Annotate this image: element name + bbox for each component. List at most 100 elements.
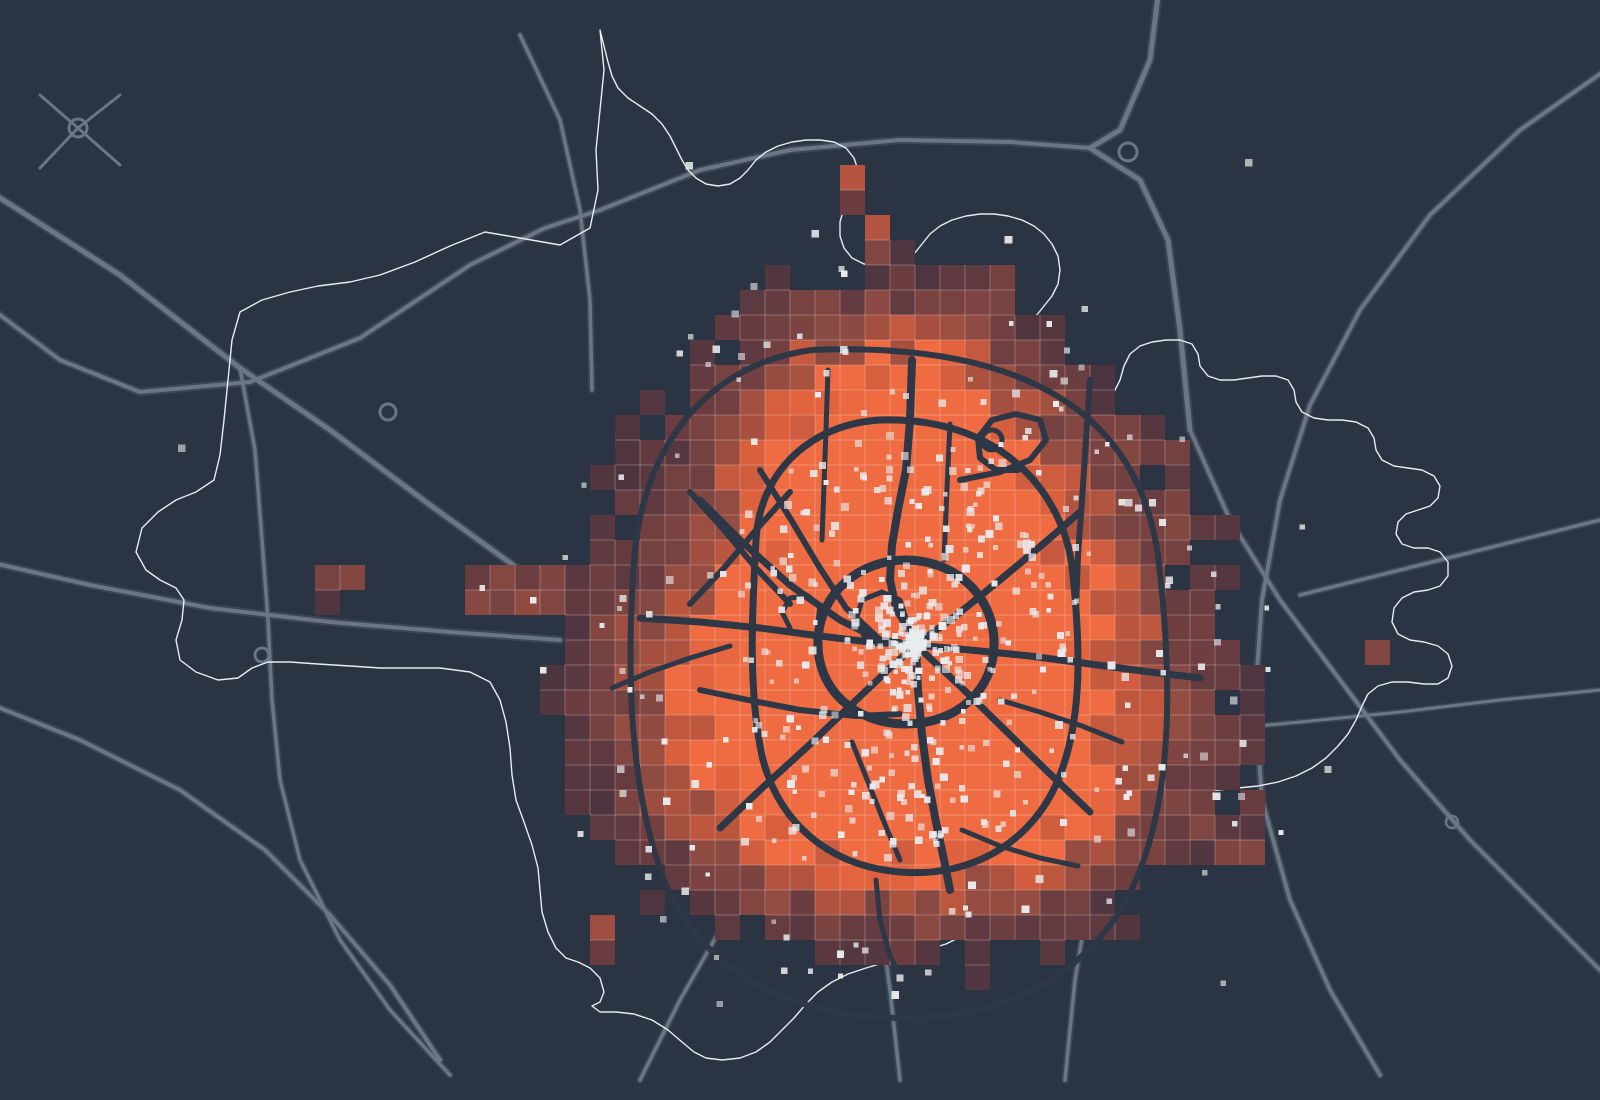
heatmap-cell[interactable] xyxy=(765,365,790,390)
heatmap-cell[interactable] xyxy=(615,840,640,865)
heatmap-cell[interactable] xyxy=(1240,840,1265,865)
heatmap-cell[interactable] xyxy=(915,365,940,390)
heatmap-cell[interactable] xyxy=(715,315,740,340)
heatmap-cell[interactable] xyxy=(590,740,615,765)
heatmap-cell[interactable] xyxy=(940,365,965,390)
heatmap-cell[interactable] xyxy=(615,640,640,665)
heatmap-cell[interactable] xyxy=(1240,690,1265,715)
heatmap-cell[interactable] xyxy=(1165,590,1190,615)
heatmap-cell[interactable] xyxy=(1065,765,1090,790)
heatmap-cell[interactable] xyxy=(1240,665,1265,690)
heatmap-cell[interactable] xyxy=(790,465,815,490)
heatmap-cell[interactable] xyxy=(640,640,665,665)
heatmap-cell[interactable] xyxy=(1090,615,1115,640)
heatmap-cell[interactable] xyxy=(1190,690,1215,715)
heatmap-cell[interactable] xyxy=(690,465,715,490)
heatmap-cell[interactable] xyxy=(640,515,665,540)
heatmap-cell[interactable] xyxy=(840,890,865,915)
heatmap-cell[interactable] xyxy=(640,890,665,915)
heatmap-cell[interactable] xyxy=(690,790,715,815)
heatmap-cell[interactable] xyxy=(765,290,790,315)
heatmap-cell[interactable] xyxy=(790,290,815,315)
heatmap-cell[interactable] xyxy=(665,540,690,565)
heatmap-cell[interactable] xyxy=(565,790,590,815)
heatmap-cell[interactable] xyxy=(1190,515,1215,540)
heatmap-cell[interactable] xyxy=(1165,440,1190,465)
heatmap-cell[interactable] xyxy=(1115,565,1140,590)
heatmap-cell[interactable] xyxy=(840,315,865,340)
heatmap-cell[interactable] xyxy=(890,740,915,765)
heatmap-cell[interactable] xyxy=(665,465,690,490)
heatmap-cell[interactable] xyxy=(765,840,790,865)
heatmap-cell[interactable] xyxy=(940,265,965,290)
heatmap-cell[interactable] xyxy=(865,440,890,465)
heatmap-cell[interactable] xyxy=(640,715,665,740)
heatmap-cell[interactable] xyxy=(1090,590,1115,615)
heatmap-cell[interactable] xyxy=(940,315,965,340)
heatmap-cell[interactable] xyxy=(1115,740,1140,765)
heatmap-cell[interactable] xyxy=(915,390,940,415)
heatmap-cell[interactable] xyxy=(1140,615,1165,640)
heatmap-cell[interactable] xyxy=(1190,790,1215,815)
heatmap-cell[interactable] xyxy=(740,290,765,315)
heatmap-cell[interactable] xyxy=(1190,840,1215,865)
heatmap-cell[interactable] xyxy=(765,665,790,690)
heatmap-cell[interactable] xyxy=(815,465,840,490)
heatmap-cell[interactable] xyxy=(690,840,715,865)
heatmap-cell[interactable] xyxy=(990,390,1015,415)
heatmap-cell[interactable] xyxy=(715,665,740,690)
heatmap-cell[interactable] xyxy=(1090,840,1115,865)
heatmap-cell[interactable] xyxy=(665,590,690,615)
heatmap-cell[interactable] xyxy=(315,565,340,590)
heatmap-cell[interactable] xyxy=(1090,765,1115,790)
heatmap-cell[interactable] xyxy=(890,915,915,940)
heatmap-cell[interactable] xyxy=(840,865,865,890)
heatmap-cell[interactable] xyxy=(615,490,640,515)
heatmap-cell[interactable] xyxy=(715,415,740,440)
heatmap-cell[interactable] xyxy=(815,765,840,790)
heatmap-cell[interactable] xyxy=(665,815,690,840)
heatmap-cell[interactable] xyxy=(590,765,615,790)
heatmap-cell[interactable] xyxy=(340,565,365,590)
heatmap-cell[interactable] xyxy=(740,315,765,340)
heatmap-cell[interactable] xyxy=(1165,490,1190,515)
heatmap-cell[interactable] xyxy=(715,740,740,765)
heatmap-cell[interactable] xyxy=(615,415,640,440)
heatmap-cell[interactable] xyxy=(915,265,940,290)
heatmap-cell[interactable] xyxy=(1165,815,1190,840)
heatmap-cell[interactable] xyxy=(1165,790,1190,815)
heatmap-cell[interactable] xyxy=(715,440,740,465)
heatmap-cell[interactable] xyxy=(1040,815,1065,840)
heatmap-cell[interactable] xyxy=(765,390,790,415)
heatmap-cell[interactable] xyxy=(1015,715,1040,740)
heatmap-cell[interactable] xyxy=(890,890,915,915)
heatmap-cell[interactable] xyxy=(1115,615,1140,640)
heatmap-cell[interactable] xyxy=(965,965,990,990)
heatmap-cell[interactable] xyxy=(915,515,940,540)
heatmap-cell[interactable] xyxy=(690,415,715,440)
heatmap-cell[interactable] xyxy=(690,540,715,565)
heatmap-cell[interactable] xyxy=(840,515,865,540)
heatmap-cell[interactable] xyxy=(915,940,940,965)
heatmap-cell[interactable] xyxy=(940,915,965,940)
heatmap-cell[interactable] xyxy=(765,265,790,290)
heatmap-cell[interactable] xyxy=(590,715,615,740)
heatmap-cell[interactable] xyxy=(765,890,790,915)
heatmap-cell[interactable] xyxy=(715,840,740,865)
heatmap-cell[interactable] xyxy=(565,740,590,765)
heatmap-cell[interactable] xyxy=(765,865,790,890)
heatmap-cell[interactable] xyxy=(1190,715,1215,740)
heatmap-cell[interactable] xyxy=(1115,590,1140,615)
heatmap-cell[interactable] xyxy=(1115,540,1140,565)
heatmap-cell[interactable] xyxy=(640,590,665,615)
heatmap-cell[interactable] xyxy=(690,815,715,840)
heatmap-cell[interactable] xyxy=(965,890,990,915)
heatmap-cell[interactable] xyxy=(565,690,590,715)
heatmap-cell[interactable] xyxy=(790,915,815,940)
heatmap-cell[interactable] xyxy=(1090,790,1115,815)
heatmap-cell[interactable] xyxy=(1140,715,1165,740)
heatmap-cell[interactable] xyxy=(840,165,865,190)
heatmap-cell[interactable] xyxy=(790,715,815,740)
heatmap-cell[interactable] xyxy=(990,815,1015,840)
